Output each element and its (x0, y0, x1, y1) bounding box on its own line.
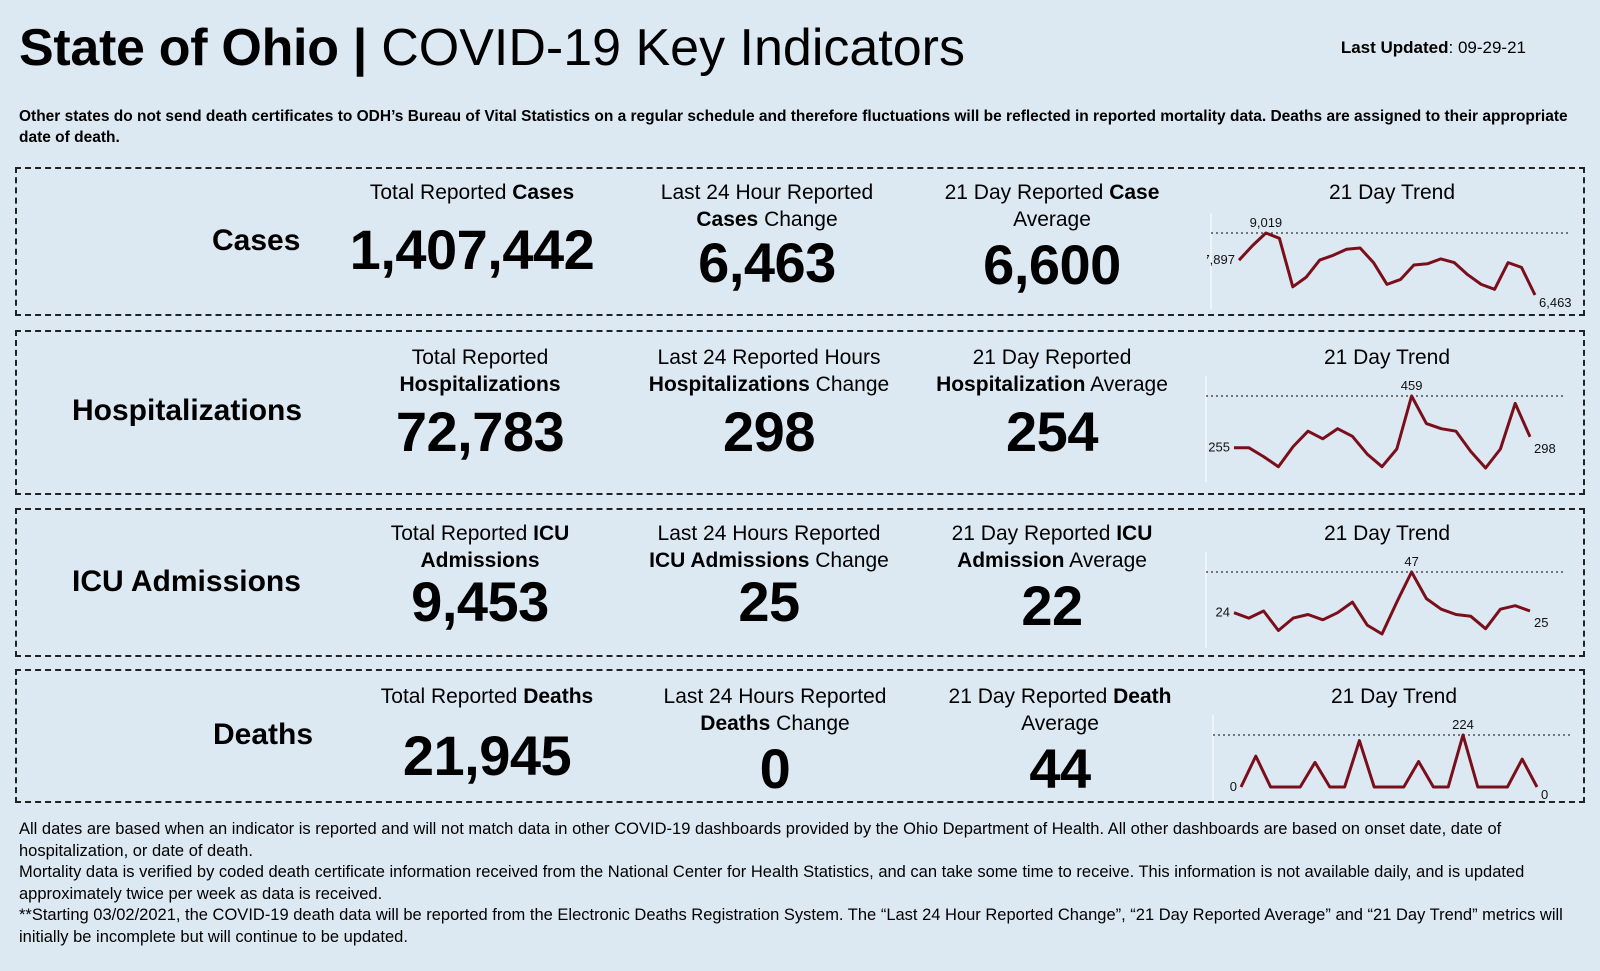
icu-change-metric: Last 24 Hours Reported ICU Admissions Cha… (619, 520, 919, 632)
hospitalizations-average-metric: 21 Day Reported Hospitalization Average 2… (902, 344, 1202, 462)
trend-title: 21 Day Trend (1328, 181, 1456, 204)
last-updated-value: : 09-29-21 (1448, 38, 1527, 57)
hospitalizations-panel: Hospitalizations Total Reported Hospitali… (15, 330, 1585, 495)
trend-start-label: 7,897 (1207, 252, 1235, 267)
trend-title: 21 Day Trend (1330, 685, 1458, 708)
trend-line (1239, 733, 1539, 789)
trend-line (1233, 570, 1531, 636)
metric-value: 1,407,442 (349, 218, 595, 281)
metric-value: 0 (759, 737, 791, 800)
icu-panel: ICU Admissions Total Reported ICU Admissi… (15, 508, 1585, 657)
hospitalizations-change-metric: Last 24 Reported Hours Hospitalizations C… (619, 344, 919, 462)
section-label-hospitalizations: Hospitalizations (72, 394, 303, 427)
trend-start-label: 0 (1230, 779, 1237, 794)
deaths-average-metric: 21 Day Reported Death Average 44 (910, 683, 1210, 799)
footnote-reporting-dates: All dates are based when an indicator is… (19, 820, 1502, 860)
trend-line (1237, 231, 1537, 296)
last-updated-label: Last Updated (1340, 38, 1449, 57)
section-label-icu: ICU Admissions (72, 565, 301, 598)
cases-trend-chart: 7,897 9,019 6,463 (1207, 213, 1572, 309)
metric-heading: Last 24 Reported Hours Hospitalizations C… (648, 346, 890, 396)
metric-heading: 21 Day Reported Case Average (944, 181, 1160, 231)
trend-peak-label: 47 (1404, 554, 1418, 569)
deaths-change-metric: Last 24 Hours Reported Deaths Change 0 (625, 683, 925, 799)
icu-average-metric: 21 Day Reported ICU Admission Average 22 (902, 520, 1202, 636)
metric-heading: Last 24 Hour Reported Cases Change (660, 181, 874, 231)
trend-peak-label: 224 (1452, 717, 1474, 732)
metric-value: 298 (723, 400, 815, 463)
icu-trend-chart: 24 47 25 (1205, 552, 1566, 648)
disclaimer-text: Other states do not send death certifica… (19, 108, 1568, 146)
metric-heading: 21 Day Reported ICU Admission Average (951, 522, 1153, 572)
total-icu-metric: Total Reported ICU Admissions 9,453 (330, 520, 630, 632)
deaths-panel: Deaths Total Reported Deaths 21,945 Last… (15, 669, 1585, 803)
trend-title: 21 Day Trend (1323, 346, 1451, 369)
cases-average-metric: 21 Day Reported Case Average 6,600 (902, 179, 1202, 295)
metric-heading: Last 24 Hours Reported ICU Admissions Cha… (649, 522, 889, 572)
page-title: State of Ohio | COVID-19 Key Indicators (19, 18, 1119, 88)
metric-value: 254 (1006, 400, 1098, 463)
metric-heading: Total Reported Hospitalizations (399, 346, 561, 396)
title-state: State of Ohio | (19, 19, 382, 77)
trend-end-label: 298 (1534, 441, 1556, 456)
trend-peak-label: 9,019 (1250, 215, 1283, 230)
cases-trend: 21 Day Trend 7,897 9,019 6,463 (1207, 179, 1577, 309)
metric-value: 6,600 (983, 233, 1121, 296)
metric-value: 44 (1029, 737, 1091, 800)
metric-value: 21,945 (402, 724, 572, 787)
total-cases-metric: Total Reported Cases 1,407,442 (322, 179, 622, 280)
total-deaths-metric: Total Reported Deaths 21,945 (337, 683, 637, 786)
deaths-trend-chart: 0 224 0 (1212, 715, 1573, 801)
footnotes: All dates are based when an indicator is… (19, 819, 1591, 949)
trend-end-label: 6,463 (1539, 295, 1572, 309)
cases-change-metric: Last 24 Hour Reported Cases Change 6,463 (617, 179, 917, 293)
cases-panel: Cases Total Reported Cases 1,407,442 Las… (15, 167, 1585, 316)
trend-end-label: 0 (1541, 787, 1548, 801)
trend-line (1234, 394, 1532, 470)
metric-value: 72,783 (395, 400, 565, 463)
total-hospitalizations-metric: Total Reported Hospitalizations 72,783 (330, 344, 630, 462)
metric-value: 22 (1021, 574, 1083, 637)
deaths-trend: 21 Day Trend 0 224 0 (1209, 683, 1579, 803)
trend-title: 21 Day Trend (1323, 522, 1451, 545)
section-label-deaths: Deaths (213, 718, 314, 751)
metric-heading: 21 Day Reported Death Average (948, 685, 1172, 735)
metric-value: 6,463 (698, 231, 836, 294)
metric-heading: 21 Day Reported Hospitalization Average (936, 346, 1168, 396)
hospitalizations-trend: 21 Day Trend 255 459 298 (1202, 344, 1572, 484)
trend-end-label: 25 (1534, 615, 1548, 630)
metric-value: 25 (738, 570, 800, 633)
metric-heading: Total Reported ICU Admissions (390, 522, 570, 572)
icu-trend: 21 Day Trend 24 47 25 (1202, 520, 1572, 650)
hospitalizations-trend-chart: 255 459 298 (1205, 376, 1566, 482)
trend-start-label: 255 (1208, 440, 1230, 455)
title-dashboard: COVID-19 Key Indicators (381, 19, 965, 77)
last-updated: Last Updated: 09-29-21 (1341, 38, 1526, 58)
metric-heading: Total Reported Deaths (380, 685, 594, 708)
trend-peak-label: 459 (1401, 378, 1423, 393)
metric-heading: Last 24 Hours Reported Deaths Change (663, 685, 887, 735)
footnote-mortality-verification: Mortality data is verified by coded deat… (19, 863, 1525, 903)
footnote-edrs-change: **Starting 03/02/2021, the COVID-19 deat… (19, 906, 1563, 946)
metric-heading: Total Reported Cases (369, 181, 575, 204)
metric-value: 9,453 (411, 570, 549, 633)
section-label-cases: Cases (212, 224, 301, 257)
trend-start-label: 24 (1216, 605, 1230, 620)
